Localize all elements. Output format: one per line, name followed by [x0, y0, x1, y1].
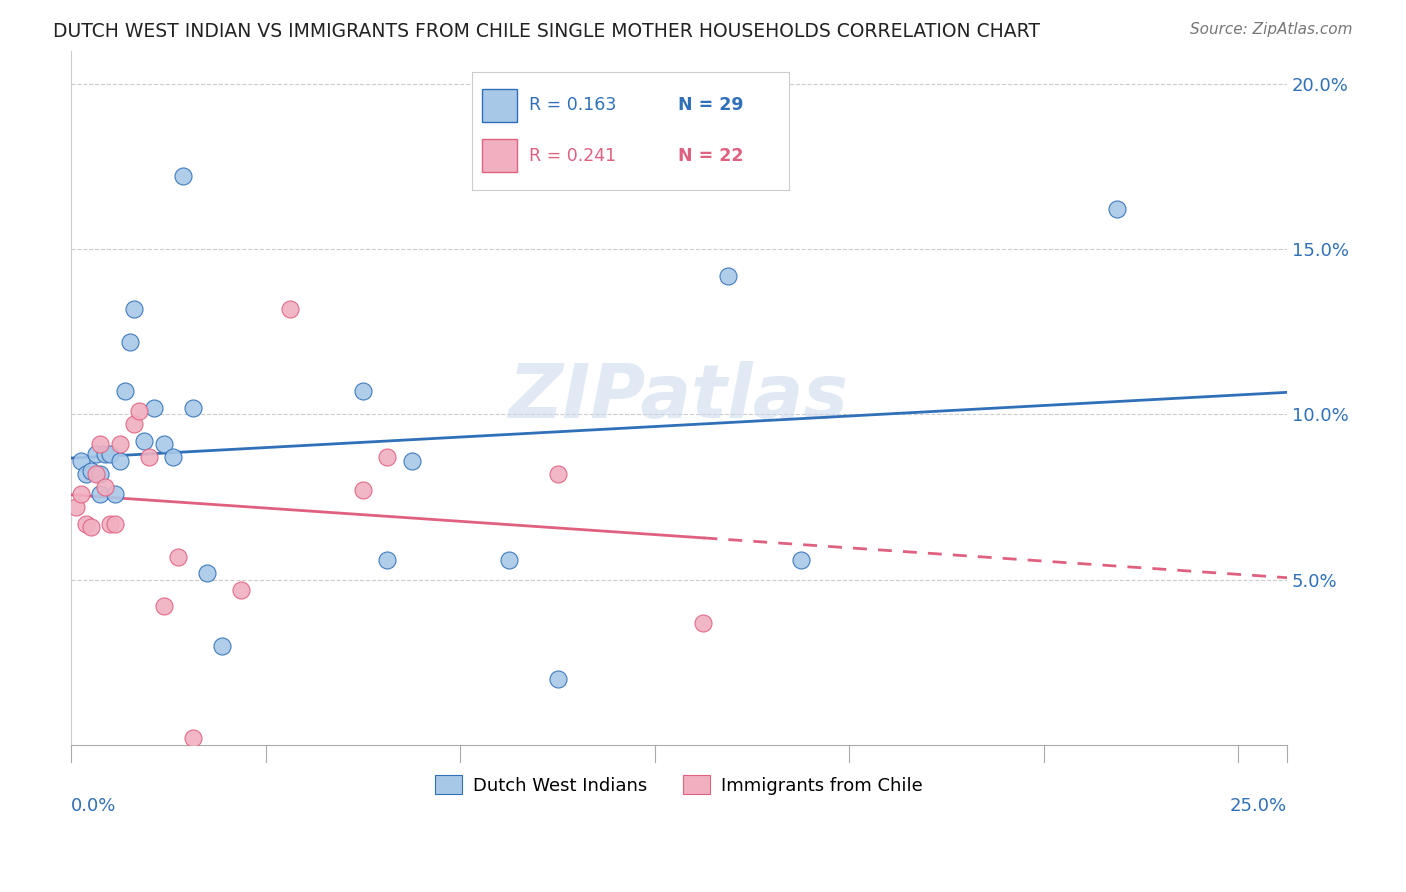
Point [118, 334, 141, 349]
Text: Source: ZipAtlas.com: Source: ZipAtlas.com [1189, 22, 1353, 37]
Point [547, 467, 569, 481]
Point [498, 553, 520, 567]
Point [104, 487, 127, 501]
Point [124, 301, 146, 316]
Point [717, 268, 740, 283]
Point [278, 301, 301, 316]
Point [104, 516, 127, 531]
Point [84, 467, 107, 481]
Point [108, 437, 131, 451]
Point [152, 437, 174, 451]
Point [65, 500, 87, 514]
Point [162, 450, 184, 465]
Point [114, 384, 136, 399]
Point [152, 599, 174, 614]
Point [134, 434, 156, 448]
Point [138, 450, 160, 465]
Point [128, 404, 150, 418]
Point [375, 553, 398, 567]
Point [124, 417, 146, 432]
Point [211, 639, 233, 653]
Point [80, 464, 103, 478]
Point [375, 450, 398, 465]
Point [1105, 202, 1128, 217]
Point [142, 401, 165, 415]
Text: 0.0%: 0.0% [72, 797, 117, 815]
Point [94, 480, 117, 494]
Point [94, 447, 117, 461]
Point [108, 453, 131, 467]
Point [352, 483, 374, 498]
Text: ZIPatlas: ZIPatlas [509, 361, 849, 434]
Point [692, 615, 714, 630]
Point [98, 516, 121, 531]
Point [89, 467, 111, 481]
Point [70, 453, 93, 467]
Point [89, 437, 111, 451]
Text: DUTCH WEST INDIAN VS IMMIGRANTS FROM CHILE SINGLE MOTHER HOUSEHOLDS CORRELATION : DUTCH WEST INDIAN VS IMMIGRANTS FROM CHI… [53, 22, 1040, 41]
Text: 25.0%: 25.0% [1230, 797, 1286, 815]
Point [789, 553, 811, 567]
Point [75, 467, 97, 481]
Point [197, 566, 219, 580]
Point [84, 447, 107, 461]
Point [98, 447, 121, 461]
Point [181, 731, 204, 746]
Point [75, 516, 97, 531]
Point [231, 582, 253, 597]
Point [172, 169, 194, 184]
Point [70, 487, 93, 501]
Point [89, 487, 111, 501]
Point [401, 453, 423, 467]
Point [167, 549, 190, 564]
Point [181, 401, 204, 415]
Point [547, 672, 569, 686]
Point [80, 520, 103, 534]
Point [352, 384, 374, 399]
Legend: Dutch West Indians, Immigrants from Chile: Dutch West Indians, Immigrants from Chil… [427, 768, 931, 802]
